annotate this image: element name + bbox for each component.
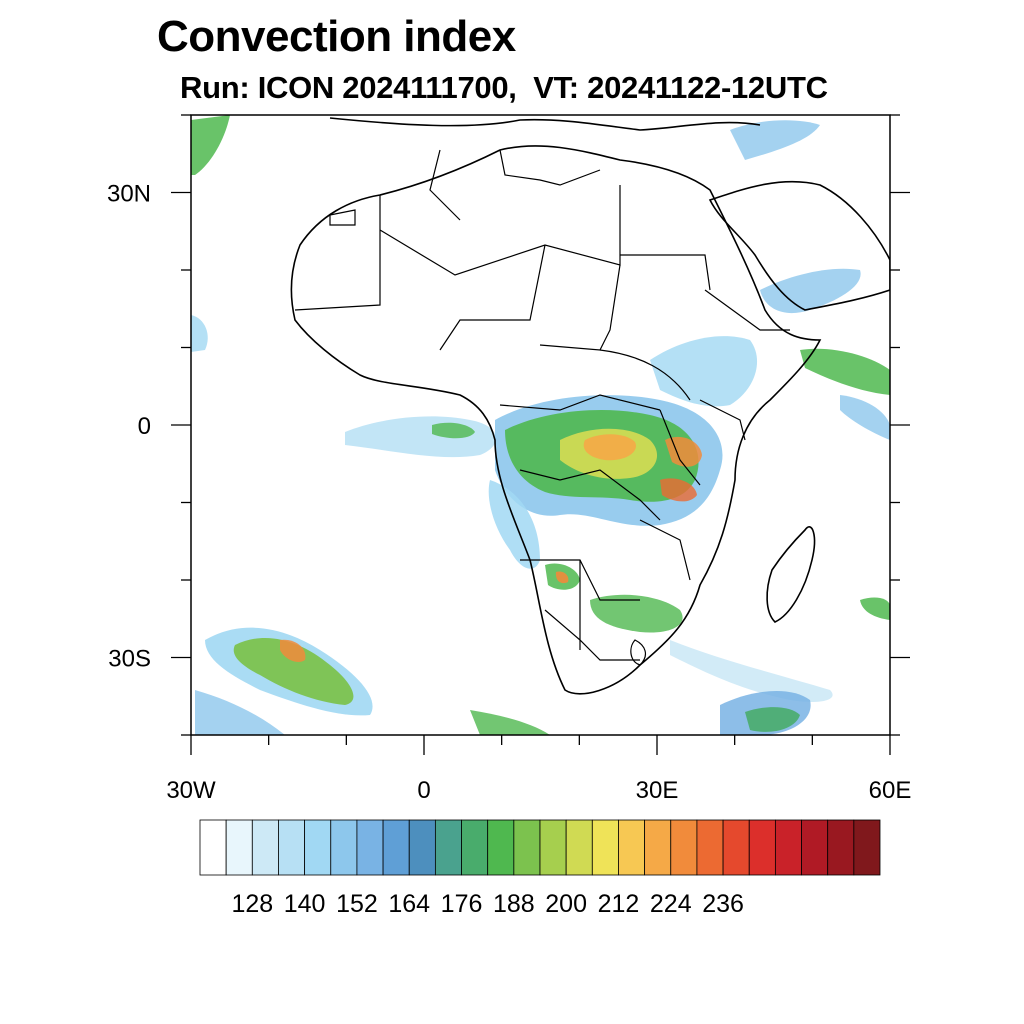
- colorbar-label: 200: [545, 890, 587, 918]
- africa-coastline: [290, 145, 822, 695]
- field-horn-band: [760, 268, 861, 314]
- field-central-orange: [583, 434, 636, 461]
- lon-label: 30W: [166, 777, 216, 804]
- field-indian-ocean-band: [800, 348, 890, 395]
- field-south-east-green: [745, 707, 800, 732]
- arabia-coastline: [708, 180, 890, 311]
- colorbar-swatch: [801, 819, 829, 876]
- colorbar-swatch: [670, 819, 698, 876]
- field-ne-corner: [730, 120, 820, 160]
- colorbar-label: 140: [284, 890, 326, 918]
- colorbar-swatch: [539, 819, 567, 876]
- axis-labels: 30N 0 30S 30W 0 30E 60E: [107, 181, 911, 805]
- colorbar-swatch: [722, 819, 750, 876]
- colorbar-swatch: [827, 819, 855, 876]
- field-lake-cell: [660, 478, 697, 502]
- colorbar-label: 164: [388, 890, 430, 918]
- lon-label: 60E: [869, 777, 912, 804]
- colorbar-swatch: [853, 819, 881, 876]
- colorbar-swatch: [251, 819, 279, 876]
- field-se-edge: [860, 597, 890, 620]
- colorbar-label: 152: [336, 890, 378, 918]
- colorbar-label: 224: [650, 890, 692, 918]
- axis-ticks: [171, 114, 910, 755]
- lat-label: 30S: [108, 646, 151, 673]
- colorbar-swatch: [304, 819, 332, 876]
- colorbar-swatch: [356, 819, 384, 876]
- lon-label: 0: [417, 777, 430, 804]
- field-east-africa: [650, 336, 758, 407]
- colorbar-swatch: [565, 819, 593, 876]
- colorbar-swatch: [330, 819, 358, 876]
- madagascar-coastline: [766, 526, 816, 623]
- colorbar-swatch: [591, 819, 619, 876]
- colorbar-labels: 128 140 152 164 176 188 200 212 224 236: [231, 890, 743, 918]
- colorbar-label: 176: [441, 890, 483, 918]
- field-w-coast: [191, 315, 208, 352]
- field-atlantic-band: [345, 416, 497, 458]
- field-s-atlantic-tail: [470, 710, 550, 735]
- colorbar-swatch: [487, 819, 515, 876]
- field-sw-front-core: [280, 639, 306, 662]
- field-namibia-core: [555, 571, 569, 584]
- field-atlantic-core: [432, 422, 475, 439]
- map-title: Convection index: [157, 12, 516, 61]
- coastlines: [290, 117, 890, 695]
- colorbar-swatch: [696, 819, 724, 876]
- colorbar: [199, 819, 881, 876]
- convection-field: [191, 115, 890, 735]
- field-nw-corner: [191, 115, 230, 175]
- field-sw-tail: [195, 690, 285, 735]
- colorbar-swatch: [199, 819, 227, 876]
- field-south-indian-band: [670, 640, 833, 702]
- field-indian-ocean-cyan: [840, 395, 890, 440]
- field-southern-africa: [590, 594, 683, 633]
- colorbar-swatch: [748, 819, 776, 876]
- lat-label: 0: [138, 413, 151, 440]
- colorbar-swatch: [644, 819, 672, 876]
- europe-coastline: [329, 117, 761, 131]
- country-borders: [294, 149, 790, 666]
- colorbar-swatch: [278, 819, 306, 876]
- lat-label: 30N: [107, 181, 151, 208]
- colorbar-swatch: [382, 819, 410, 876]
- colorbar-swatch: [618, 819, 646, 876]
- map-subtitle: Run: ICON 2024111700, VT: 20241122-12UTC: [180, 70, 828, 105]
- colorbar-label: 236: [702, 890, 744, 918]
- colorbar-label: 188: [493, 890, 535, 918]
- field-angola-band: [488, 480, 540, 569]
- colorbar-swatch: [461, 819, 489, 876]
- lon-label: 30E: [636, 777, 679, 804]
- field-sw-front-green: [233, 637, 354, 705]
- colorbar-swatch: [774, 819, 802, 876]
- colorbar-swatch: [225, 819, 253, 876]
- colorbar-swatch: [408, 819, 436, 876]
- colorbar-swatch: [434, 819, 462, 876]
- colorbar-label: 128: [231, 890, 273, 918]
- colorbar-swatch: [513, 819, 541, 876]
- colorbar-label: 212: [598, 890, 640, 918]
